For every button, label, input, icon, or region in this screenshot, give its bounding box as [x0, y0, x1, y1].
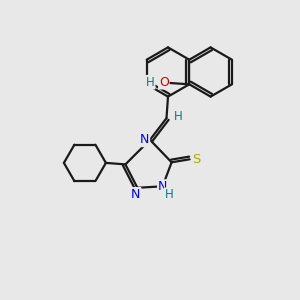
- Text: O: O: [159, 76, 169, 89]
- Text: N: N: [140, 133, 149, 146]
- Text: N: N: [158, 180, 167, 193]
- Text: N: N: [131, 188, 141, 201]
- Text: H: H: [173, 110, 182, 124]
- Text: S: S: [192, 153, 200, 166]
- Text: H: H: [146, 76, 155, 89]
- Text: H: H: [165, 188, 174, 201]
